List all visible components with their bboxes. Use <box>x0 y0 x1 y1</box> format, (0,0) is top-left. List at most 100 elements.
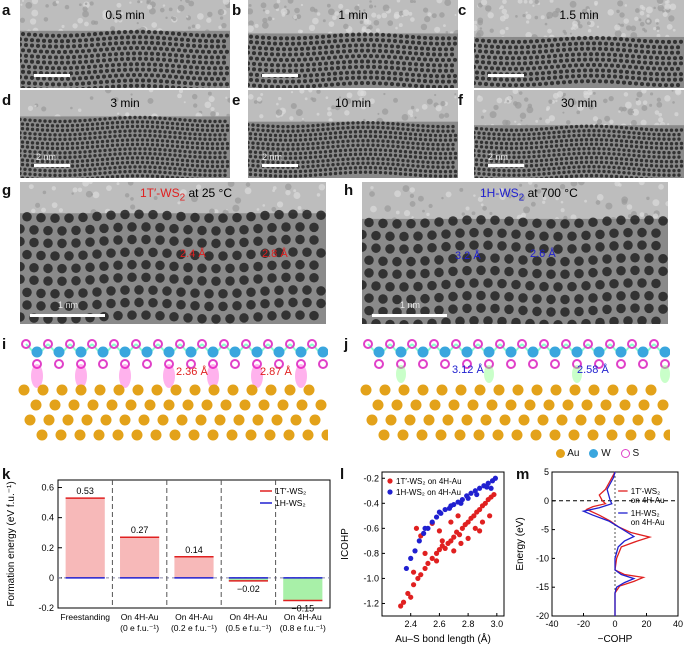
au-atom <box>264 429 276 441</box>
tem-image-c <box>474 0 684 88</box>
au-atom <box>524 399 536 411</box>
l-point <box>484 484 490 490</box>
l-point <box>477 528 483 534</box>
s-atom <box>109 339 119 349</box>
m-series-line <box>581 471 636 616</box>
au-atom <box>113 384 125 396</box>
s-atom <box>274 359 284 369</box>
au-atom <box>157 414 169 426</box>
l-point <box>436 528 443 534</box>
panel-label-a: a <box>2 2 11 19</box>
l-xlabel: Au–S bond length (Å) <box>395 632 491 645</box>
l-point <box>488 485 494 491</box>
i-measure-1: 2.36 Å <box>176 366 208 378</box>
w-atom <box>119 346 131 358</box>
k-legend-label: 1H-WS₂ <box>275 498 306 508</box>
panel-label-k: k <box>2 466 11 483</box>
s-atom <box>32 359 42 369</box>
au-atom <box>226 429 238 441</box>
m-ytick-label: -5 <box>541 525 549 535</box>
time-label-a: 0.5 min <box>105 8 145 22</box>
l-point <box>468 490 474 496</box>
k-value-label: 0.53 <box>76 486 94 496</box>
l-ylabel: ICOHP <box>340 528 351 560</box>
m-xtick-label: 20 <box>641 619 651 629</box>
w-atom <box>185 346 197 358</box>
w-atom <box>141 346 153 358</box>
au-atom <box>150 429 162 441</box>
l-point <box>436 547 443 553</box>
scalebar-text-g: 1 nm <box>58 300 79 310</box>
l-point <box>448 519 454 525</box>
k-legend-label: 1T′-WS₂ <box>275 486 306 496</box>
au-atom <box>473 429 485 441</box>
m-series-line <box>585 471 653 616</box>
charge-density <box>31 364 43 388</box>
k-value-label: 0.14 <box>185 545 203 555</box>
au-atom <box>207 429 219 441</box>
au-atom <box>461 414 473 426</box>
au-atom <box>429 399 441 411</box>
s-atom <box>65 339 75 349</box>
time-label-c: 1.5 min <box>559 8 599 22</box>
l-point <box>487 513 493 519</box>
au-atom <box>404 414 416 426</box>
w-atom <box>229 346 241 358</box>
au-atom <box>302 429 314 441</box>
s-atom <box>54 359 64 369</box>
s-atom <box>142 359 152 369</box>
au-atom <box>467 399 479 411</box>
m-ytick-label: -10 <box>536 553 549 563</box>
charge-density <box>163 364 175 388</box>
k-category-label: (0.8 e f.u.⁻¹) <box>280 623 326 633</box>
w-atom <box>295 346 307 358</box>
au-atom <box>550 384 562 396</box>
l-point <box>408 594 414 600</box>
l-legend-label: 1H-WS₂ on 4H-Au <box>396 488 461 497</box>
l-point <box>405 590 411 597</box>
au-atom <box>455 384 467 396</box>
au-atom <box>56 384 68 396</box>
s-atom <box>175 339 185 349</box>
scalebar-f <box>488 164 524 167</box>
panel-label-j: j <box>344 336 349 353</box>
h-title: 1H-WS2 at 700 °C <box>480 186 578 204</box>
au-atom <box>486 399 498 411</box>
l-xtick-label: 2.4 <box>404 619 417 629</box>
l-ytick-label: -1.0 <box>363 573 379 583</box>
s-atom <box>197 339 207 349</box>
au-atom <box>556 414 568 426</box>
au-atom <box>277 399 289 411</box>
w-atom <box>615 346 627 358</box>
au-atom <box>36 429 48 441</box>
au-atom <box>607 384 619 396</box>
charge-density <box>119 364 131 388</box>
s-atom <box>307 339 317 349</box>
au-atom <box>474 384 486 396</box>
scalebar-c <box>488 74 524 77</box>
panel-label-m: m <box>516 466 530 483</box>
au-atom <box>106 399 118 411</box>
l-point <box>479 519 486 525</box>
time-label-f: 30 min <box>560 96 598 110</box>
panel-label-l: l <box>340 466 345 483</box>
au-atom <box>378 429 390 441</box>
charge-density <box>207 364 219 388</box>
w-atom <box>549 346 561 358</box>
w-atom <box>659 346 670 358</box>
s-atom <box>517 339 527 349</box>
k-category-label: (0 e f.u.⁻¹) <box>120 623 159 633</box>
au-atom <box>594 414 606 426</box>
k-bar <box>120 537 160 578</box>
s-atom <box>550 359 560 369</box>
l-point <box>433 558 440 564</box>
s-atom <box>374 359 384 369</box>
au-atom <box>220 399 232 411</box>
au-atom <box>569 384 581 396</box>
atom-legend: Au W S <box>556 448 639 459</box>
au-atom <box>55 429 67 441</box>
time-label-d: 3 min <box>110 96 140 110</box>
s-atom <box>462 359 472 369</box>
l-point <box>458 500 464 506</box>
